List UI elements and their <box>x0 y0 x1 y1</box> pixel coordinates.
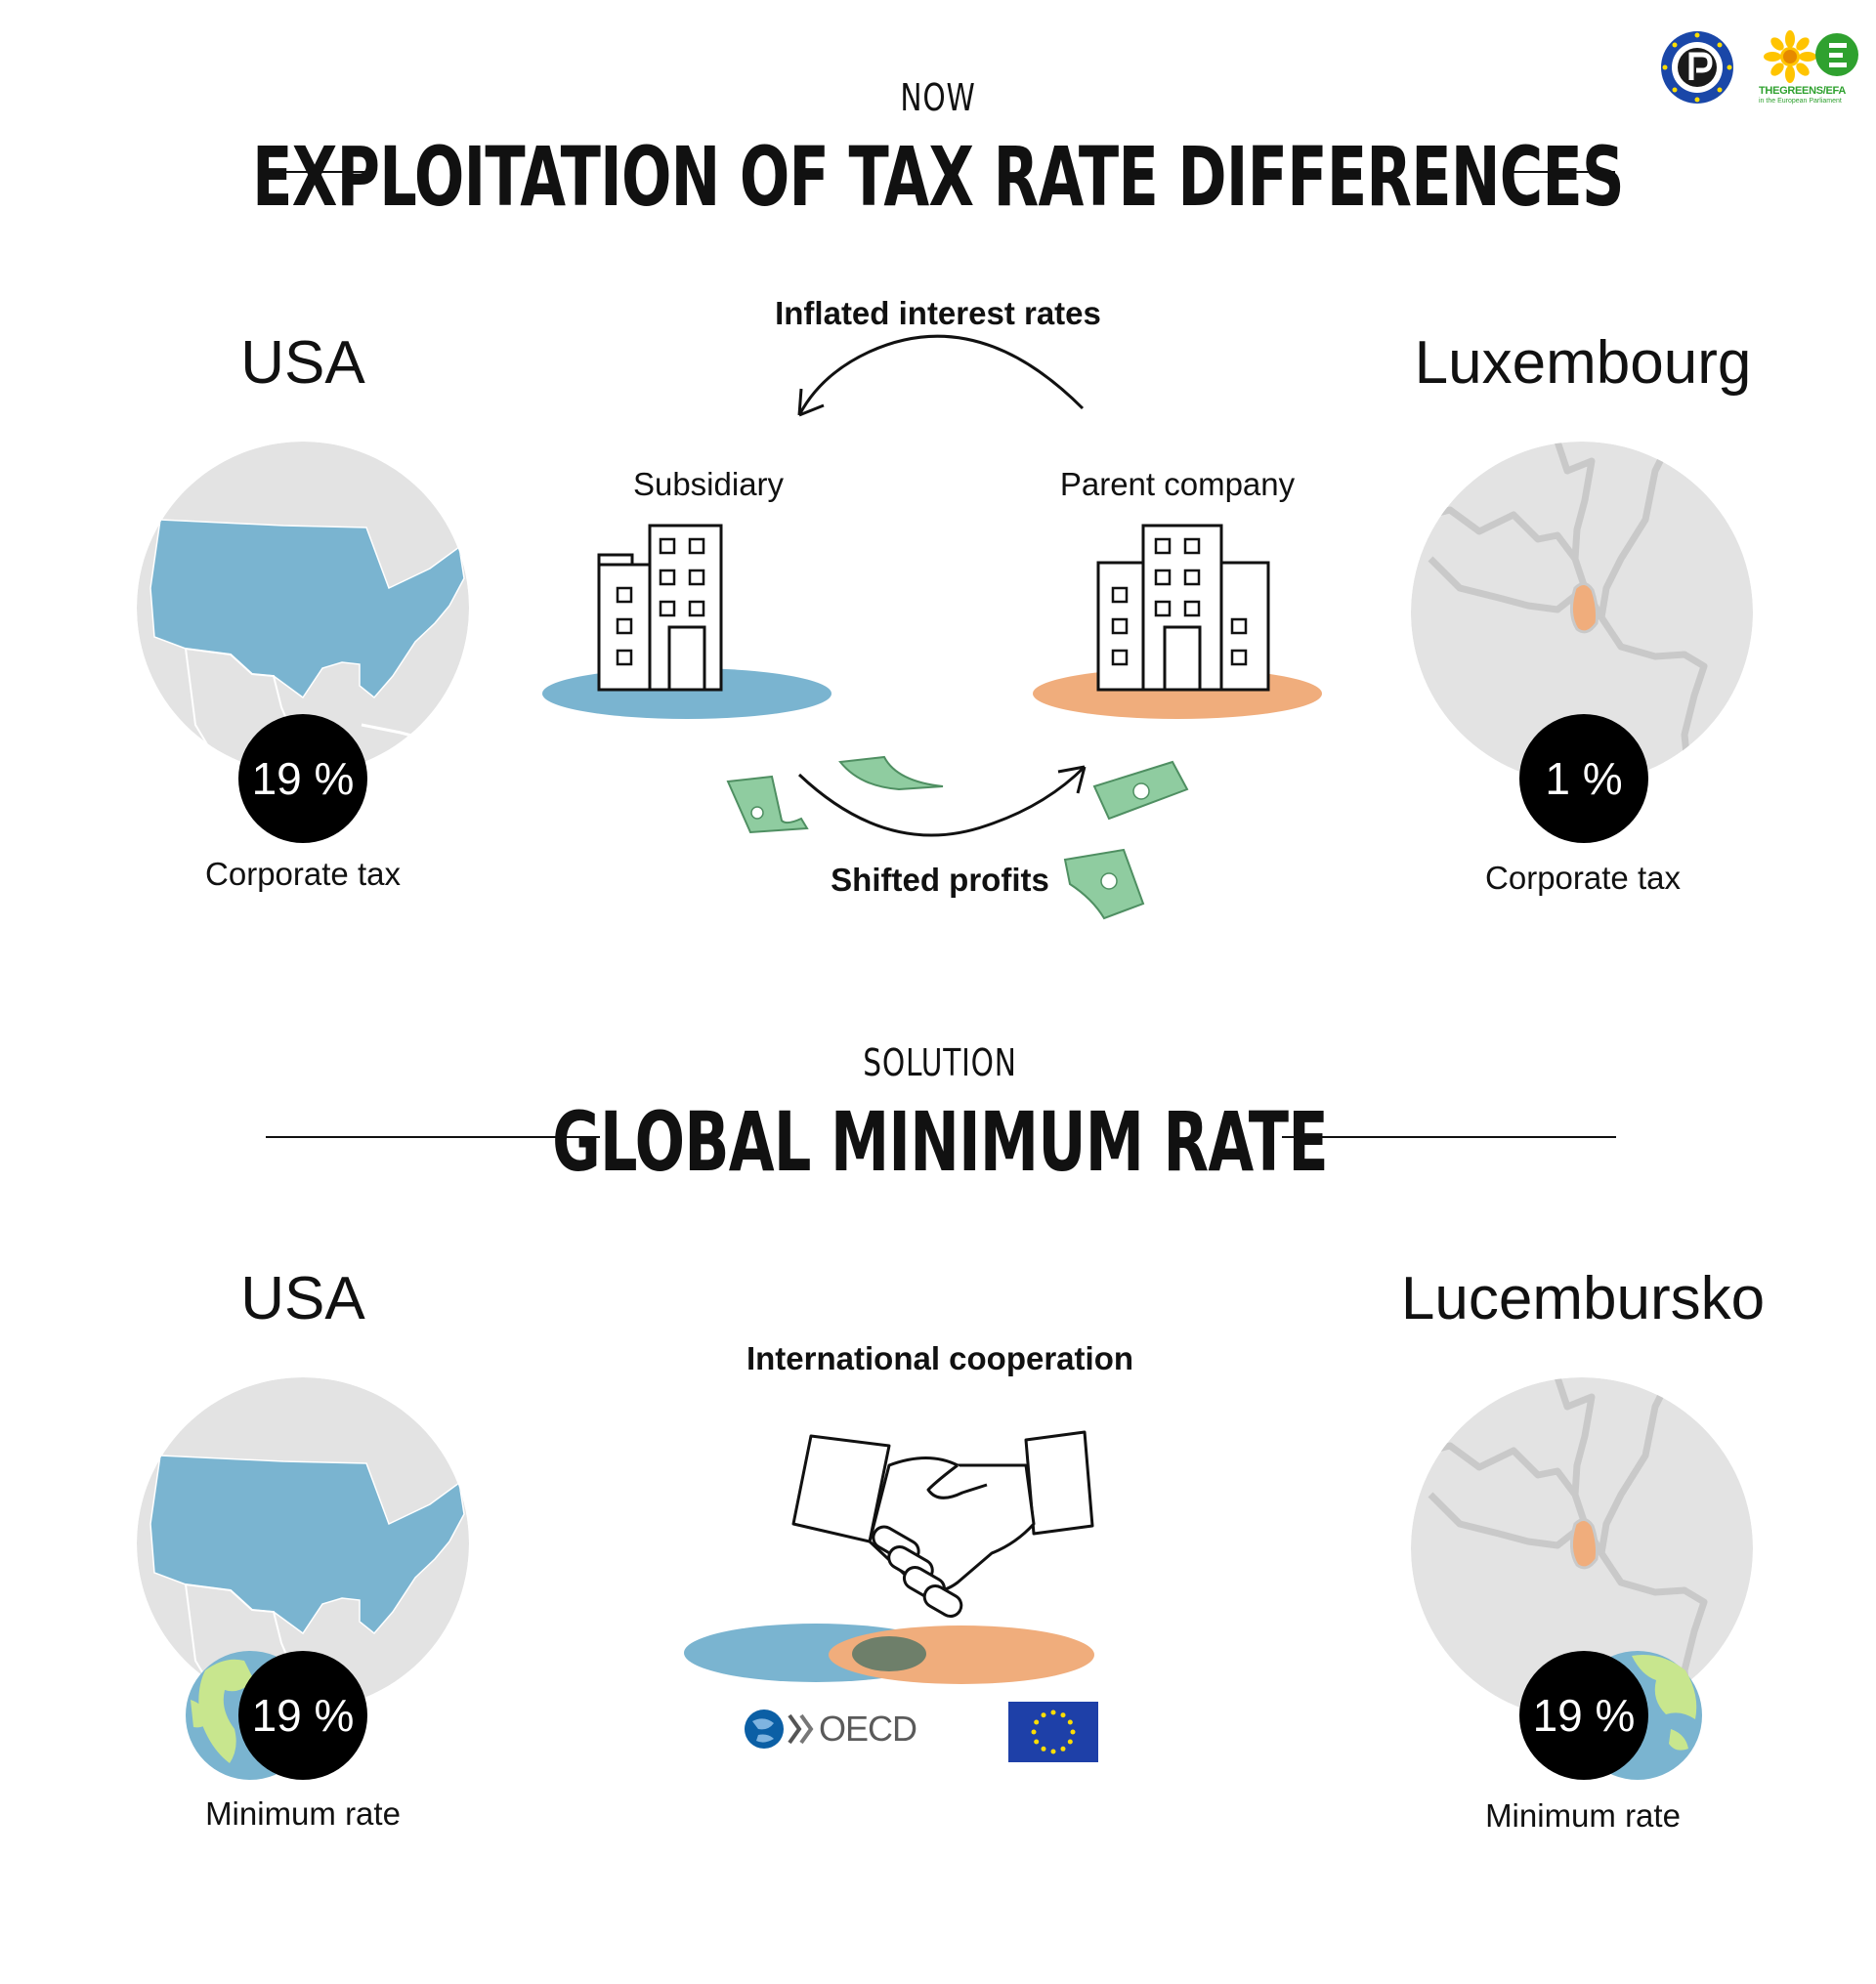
solution-lux-rate-label: Minimum rate <box>1485 1797 1681 1834</box>
now-usa-rate-label: Corporate tax <box>205 856 401 892</box>
solution-lux-rate-badge: 19 % <box>1519 1651 1648 1780</box>
now-title: EXPLOITATION OF TAX RATE DIFFERENCES <box>252 129 1624 225</box>
now-eyebrow: NOW <box>900 76 976 119</box>
now-lux-rate-badge: 1 % <box>1519 714 1648 843</box>
now-lux-rate-label: Corporate tax <box>1485 860 1681 896</box>
solution-eyebrow: SOLUTION <box>863 1041 1017 1084</box>
subsidiary-label: Subsidiary <box>632 466 785 502</box>
solution-title: GLOBAL MINIMUM RATE <box>552 1094 1329 1190</box>
now-rule-left <box>266 171 368 173</box>
solution-usa-rate-badge: 19 % <box>238 1651 367 1780</box>
usa-globe-map-solution <box>137 1377 469 1710</box>
flow-top-label: Inflated interest rates <box>775 295 1101 331</box>
solution-usa-rate-label: Minimum rate <box>205 1795 401 1832</box>
now-lux-country: Luxembourg <box>1414 329 1752 397</box>
now-usa-country: USA <box>240 329 365 397</box>
luxembourg-globe-map-solution <box>1411 1377 1753 1719</box>
oecd-logo-text: OECD <box>819 1709 917 1749</box>
now-rule-right <box>1513 171 1615 173</box>
greens-efa-logo: THEGREENS/EFA in the European Parliament <box>1759 29 1866 107</box>
cooperation-label: International cooperation <box>746 1340 1134 1376</box>
solution-usa-rate: 19 % <box>251 1690 355 1741</box>
solution-lux-country: Lucembursko <box>1400 1265 1766 1332</box>
oecd-logo: OECD <box>745 1708 917 1751</box>
now-usa-rate: 19 % <box>251 753 355 804</box>
parent-company-label: Parent company <box>1059 466 1296 502</box>
pirate-party-logo <box>1659 29 1735 106</box>
now-usa-rate-badge: 19 % <box>238 714 367 843</box>
subsidiary-building-icon <box>542 524 831 719</box>
solution-lux-rate: 19 % <box>1532 1690 1636 1741</box>
now-lux-rate: 1 % <box>1545 753 1623 804</box>
eu-flag-icon <box>1008 1702 1098 1762</box>
greens-logo-text: THEGREENS/EFA <box>1759 85 1847 97</box>
solution-rule-right <box>1282 1136 1616 1138</box>
solution-usa-country: USA <box>240 1265 365 1332</box>
greens-logo-subtext: in the European Parliament <box>1759 98 1842 105</box>
parent-company-building-icon <box>1033 524 1322 719</box>
handshake-icon <box>791 1430 1094 1618</box>
luxembourg-globe-map <box>1411 442 1753 783</box>
flow-bottom-label: Shifted profits <box>831 862 1049 898</box>
overlapping-ellipses-icon <box>684 1624 1094 1684</box>
solution-rule-left <box>266 1136 600 1138</box>
usa-globe-map <box>137 442 469 774</box>
